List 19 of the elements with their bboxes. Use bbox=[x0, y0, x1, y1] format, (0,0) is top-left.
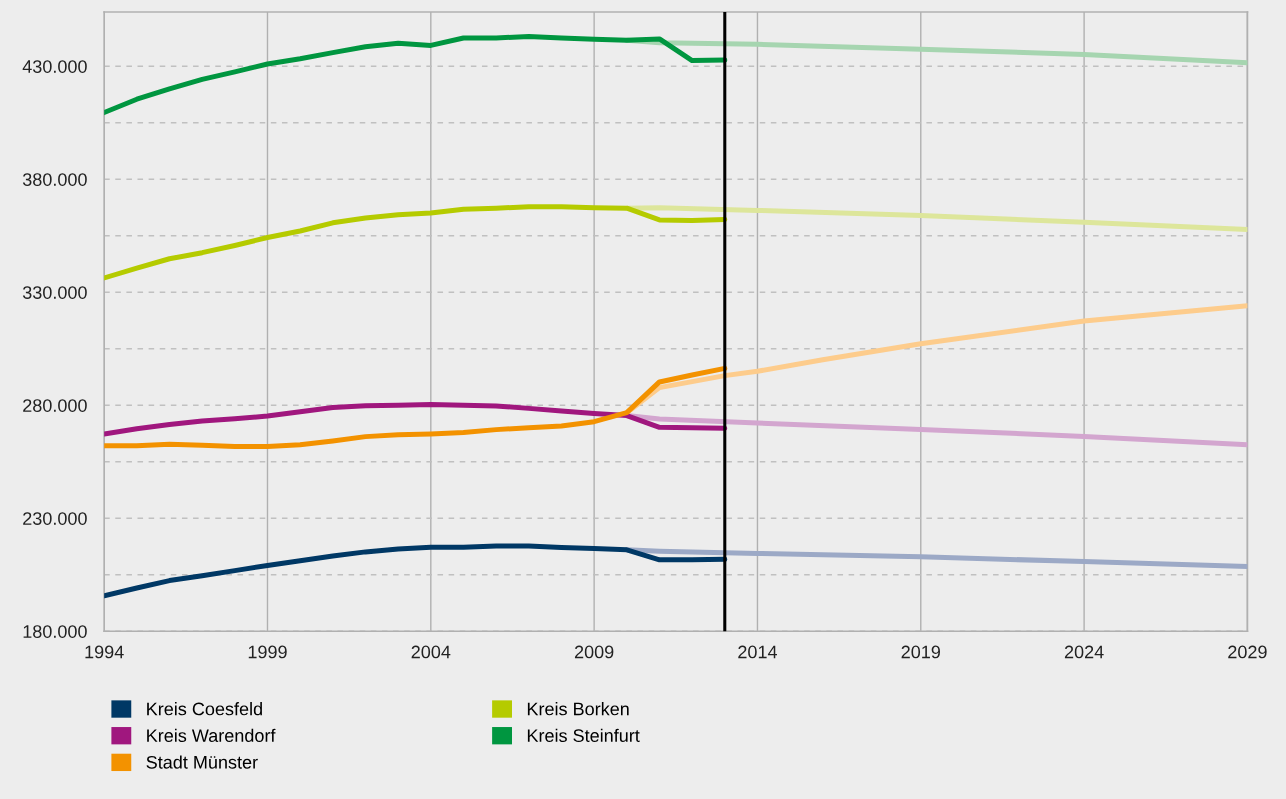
x-tick-label: 2004 bbox=[411, 645, 451, 659]
y-tick-label: 330.000 bbox=[22, 286, 87, 299]
legend-label: Kreis Borken bbox=[527, 702, 629, 716]
y-tick-label: 280.000 bbox=[23, 399, 87, 412]
x-tick-label: 2019 bbox=[901, 645, 941, 659]
legend-label: Kreis Coesfeld bbox=[147, 702, 262, 716]
legend-label: Stadt Münster bbox=[146, 755, 258, 769]
y-tick-label: 430.000 bbox=[22, 60, 87, 73]
x-tick-label: 2014 bbox=[738, 645, 778, 659]
x-tick-label: 2024 bbox=[1064, 645, 1104, 659]
x-tick-label: 2029 bbox=[1228, 645, 1267, 659]
x-tick-label: 1994 bbox=[85, 645, 124, 659]
y-tick-label: 230.000 bbox=[23, 512, 87, 525]
legend-label: Kreis Warendorf bbox=[147, 728, 276, 743]
y-tick-label: 380.000 bbox=[22, 173, 87, 186]
y-tick-label: 180.000 bbox=[23, 625, 87, 638]
x-tick-label: 1999 bbox=[248, 645, 287, 659]
x-tick-label: 2009 bbox=[574, 645, 614, 659]
legend-label: Kreis Steinfurt bbox=[527, 728, 640, 743]
